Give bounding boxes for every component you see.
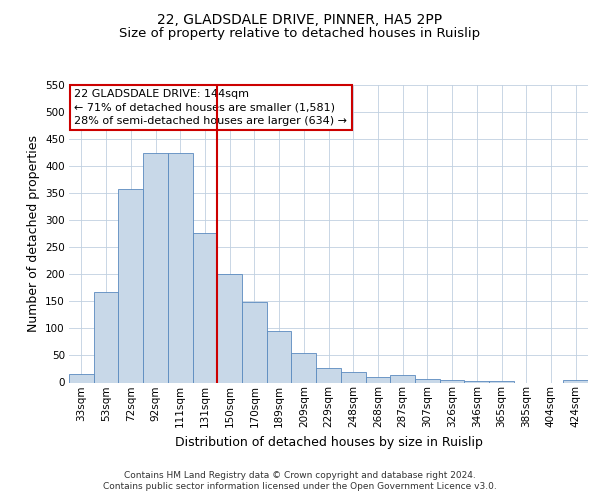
Text: Size of property relative to detached houses in Ruislip: Size of property relative to detached ho… [119,28,481,40]
Bar [118,190,143,382]
Bar [365,377,390,382]
Text: Contains public sector information licensed under the Open Government Licence v3: Contains public sector information licen… [103,482,497,491]
Text: Contains HM Land Registry data © Crown copyright and database right 2024.: Contains HM Land Registry data © Crown c… [124,471,476,480]
Bar [242,302,267,382]
Bar [168,152,193,382]
Bar [143,152,168,382]
Text: 22 GLADSDALE DRIVE: 144sqm
← 71% of detached houses are smaller (1,581)
28% of s: 22 GLADSDALE DRIVE: 144sqm ← 71% of deta… [74,90,347,126]
Bar [69,374,94,382]
Bar [415,380,440,382]
Bar [217,274,242,382]
Bar [341,372,365,382]
Bar [316,368,341,382]
Bar [193,232,217,382]
Y-axis label: Number of detached properties: Number of detached properties [26,135,40,332]
Bar [390,376,415,382]
Bar [563,380,588,382]
Bar [94,292,118,382]
Bar [292,354,316,382]
X-axis label: Distribution of detached houses by size in Ruislip: Distribution of detached houses by size … [175,436,482,448]
Bar [440,380,464,382]
Bar [267,330,292,382]
Text: 22, GLADSDALE DRIVE, PINNER, HA5 2PP: 22, GLADSDALE DRIVE, PINNER, HA5 2PP [157,12,443,26]
